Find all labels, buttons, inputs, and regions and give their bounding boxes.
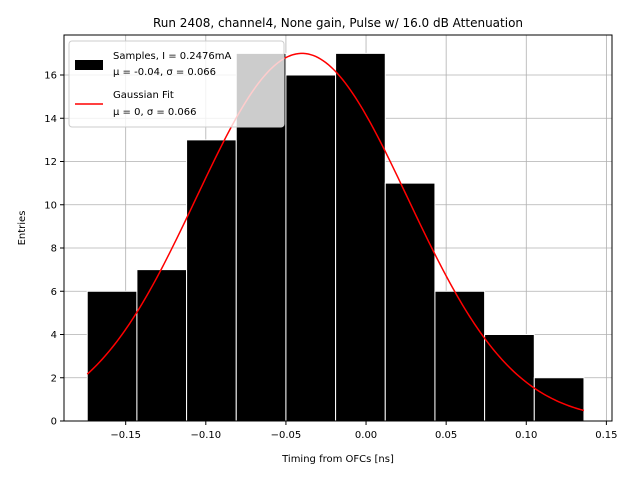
- x-tick-label: 0.10: [515, 430, 537, 441]
- y-tick-label: 12: [44, 157, 57, 168]
- legend-histogram-label: Samples, I = 0.2476mA: [113, 51, 231, 62]
- y-axis-ticks: 0 2 4 6 8 10 12 14 16: [44, 71, 64, 428]
- y-tick-label: 6: [51, 287, 57, 298]
- x-axis-label: Timing from OFCs [ns]: [281, 454, 394, 465]
- x-axis-ticks: −0.15 −0.10 −0.05 0.00 0.05 0.10 0.15: [110, 421, 618, 441]
- x-tick-label: 0.00: [355, 430, 377, 441]
- y-tick-label: 4: [51, 330, 57, 341]
- histogram-bar: [533, 377, 585, 422]
- legend-fit-label: Gaussian Fit: [113, 90, 174, 101]
- histogram-bar: [384, 182, 436, 422]
- histogram-bar: [285, 74, 337, 422]
- histogram-bar: [86, 290, 138, 422]
- y-tick-label: 14: [44, 114, 57, 125]
- histogram-bars: [86, 52, 585, 422]
- x-tick-label: 0.15: [595, 430, 617, 441]
- legend-histogram-stats: μ = -0.04, σ = 0.066: [113, 67, 216, 78]
- y-tick-label: 10: [44, 200, 57, 211]
- histogram-bar: [136, 269, 188, 422]
- chart-title: Run 2408, channel4, None gain, Pulse w/ …: [153, 16, 523, 30]
- y-tick-label: 2: [51, 373, 57, 384]
- axes-frame: [63, 34, 613, 422]
- gaussian-fit-line: [86, 52, 585, 412]
- histogram-bar: [335, 52, 386, 422]
- y-axis-label: Entries: [17, 211, 28, 246]
- x-tick-label: −0.05: [271, 430, 302, 441]
- legend: Samples, I = 0.2476mA μ = -0.04, σ = 0.0…: [68, 40, 285, 128]
- y-tick-label: 0: [51, 417, 57, 428]
- histogram-bar: [186, 139, 237, 422]
- y-tick-label: 8: [51, 244, 57, 255]
- y-tick-label: 16: [44, 71, 57, 82]
- legend-fit-stats: μ = 0, σ = 0.066: [113, 107, 197, 118]
- legend-histogram-swatch: [75, 60, 103, 70]
- x-tick-label: 0.05: [435, 430, 457, 441]
- legend-box: [68, 40, 285, 128]
- histogram-bar: [434, 290, 486, 422]
- x-tick-label: −0.10: [190, 430, 221, 441]
- x-tick-label: −0.15: [110, 430, 141, 441]
